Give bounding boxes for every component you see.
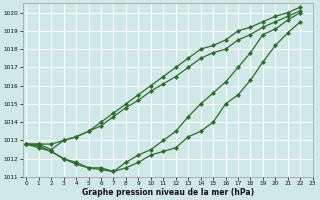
X-axis label: Graphe pression niveau de la mer (hPa): Graphe pression niveau de la mer (hPa) [82, 188, 254, 197]
